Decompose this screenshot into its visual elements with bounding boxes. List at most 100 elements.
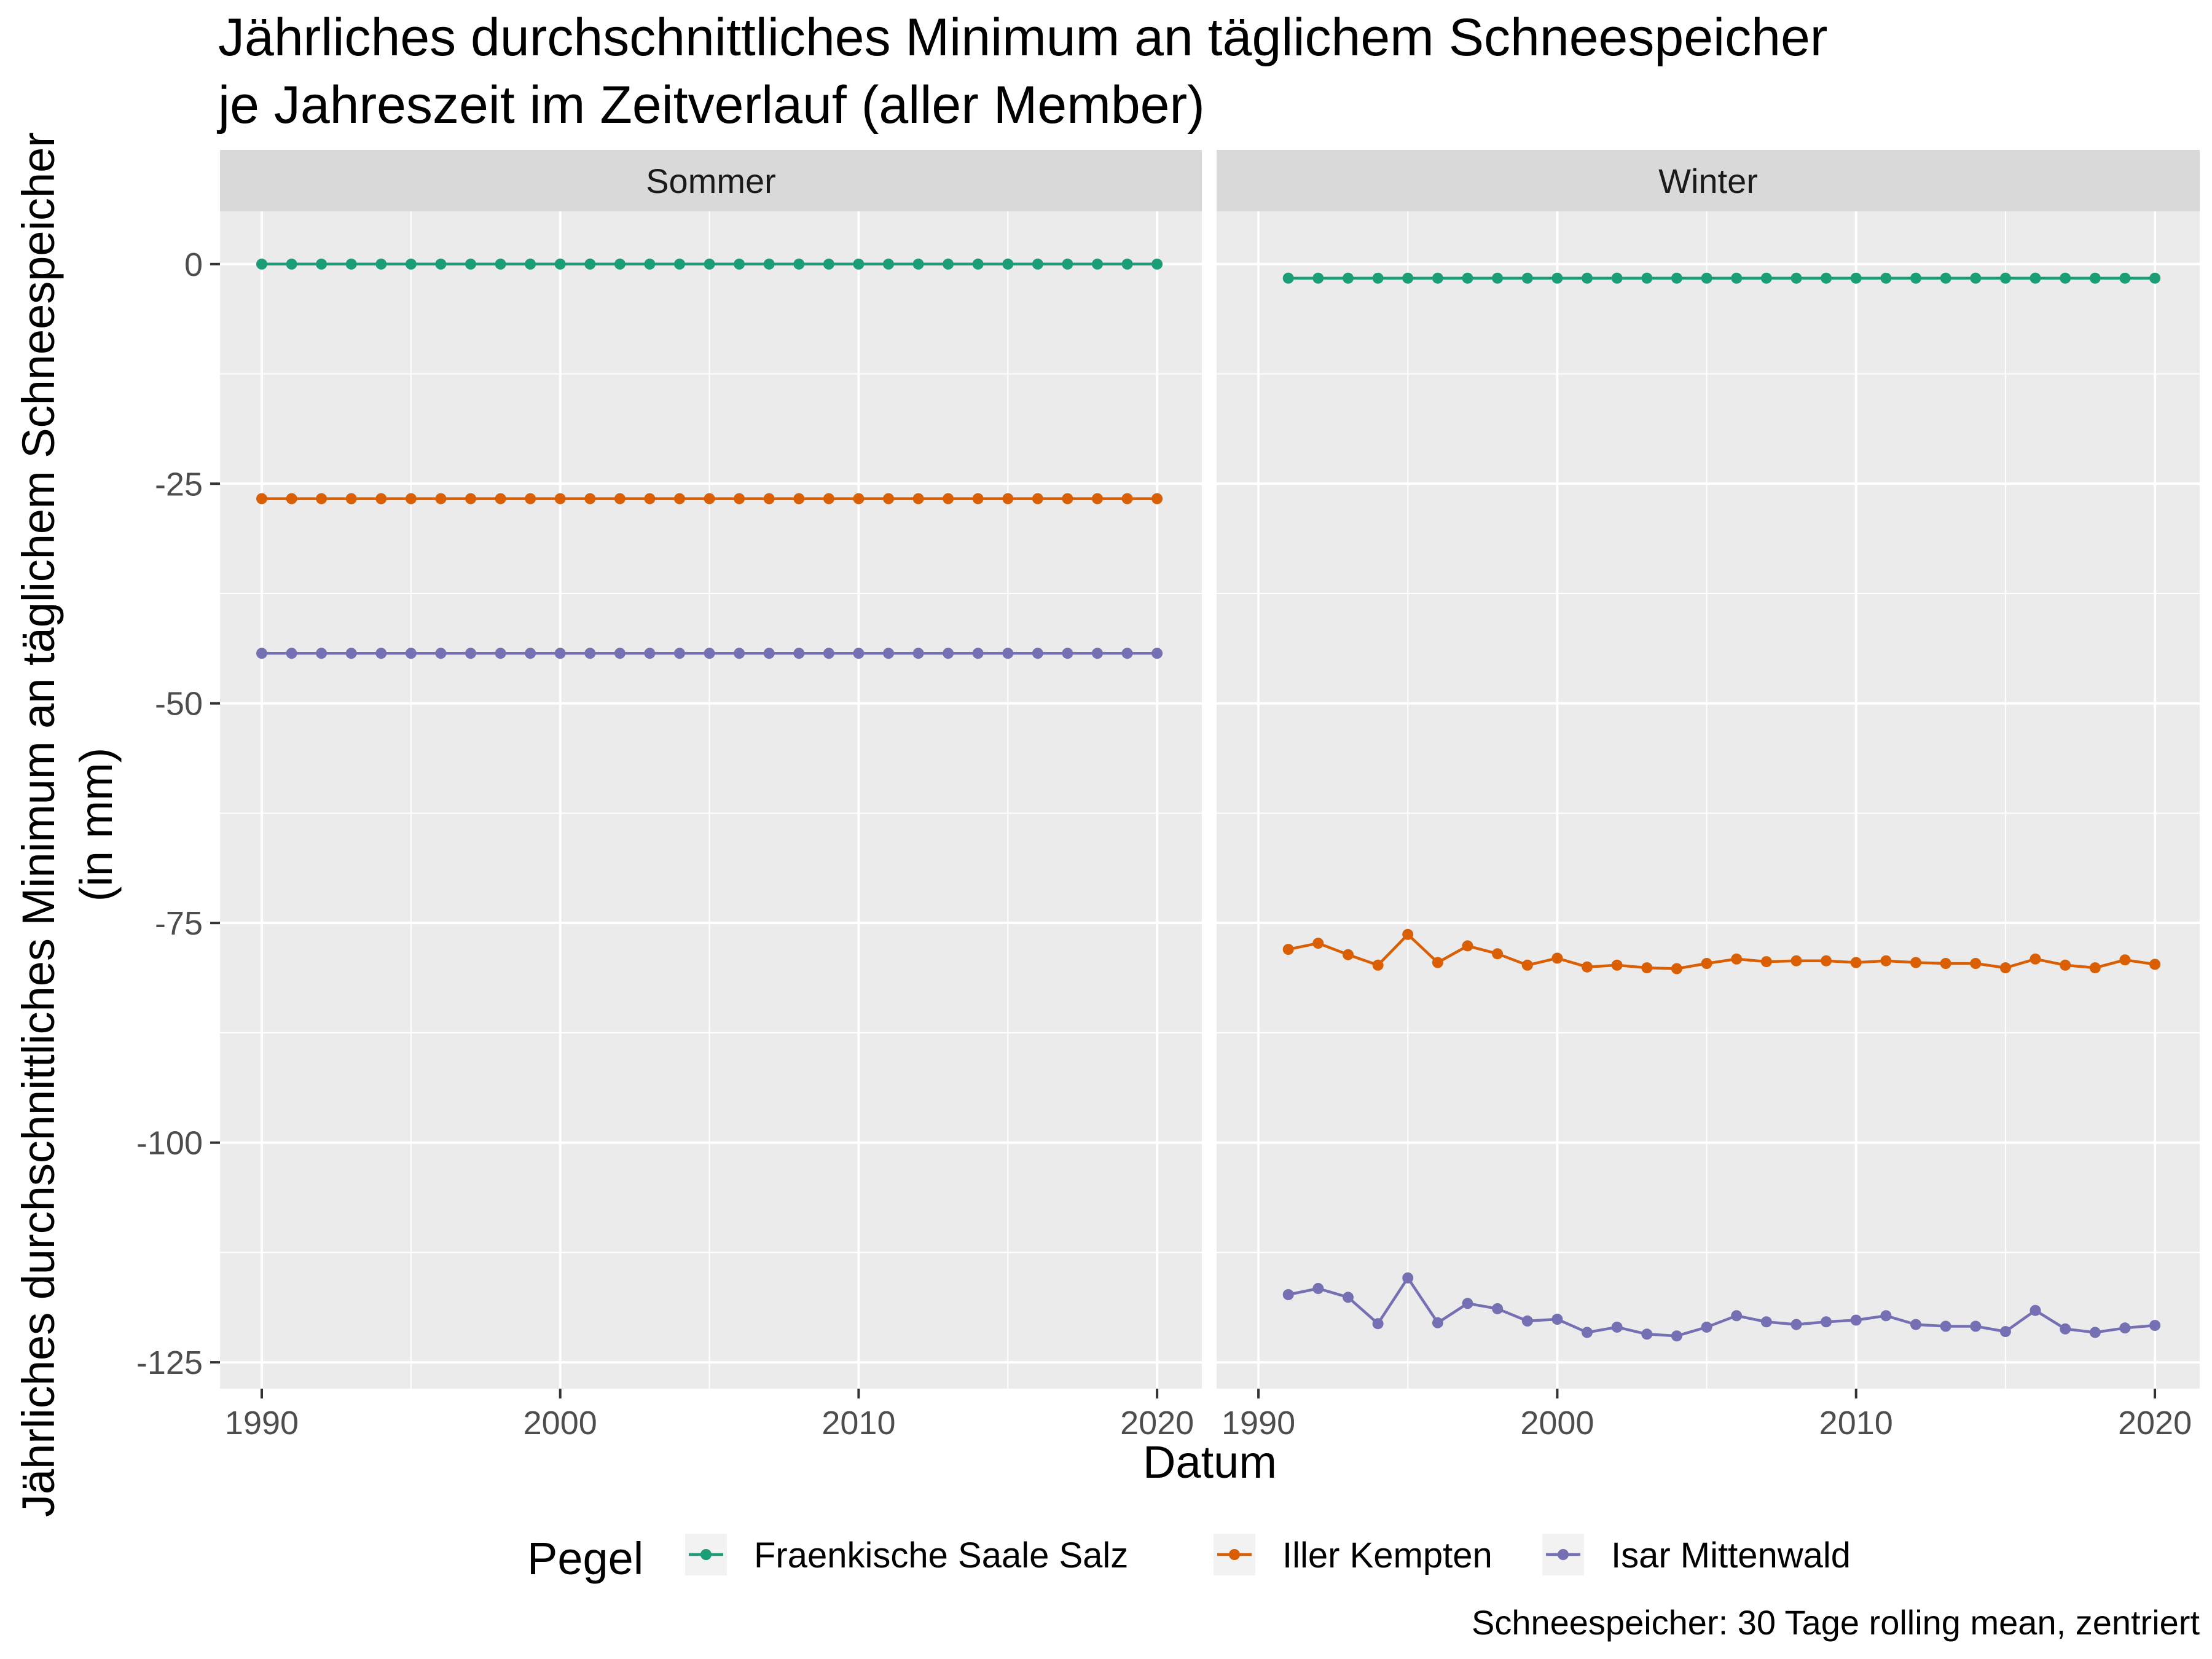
y-tick-label: 0 <box>184 246 203 283</box>
data-point-isar-mittenwald-sommer <box>525 648 536 659</box>
data-point-fraenkische-saale-salz-winter <box>1641 272 1653 284</box>
data-point-isar-mittenwald-winter <box>1372 1318 1384 1330</box>
data-point-iller-kempten-sommer <box>345 493 357 504</box>
data-point-fraenkische-saale-salz-sommer <box>286 258 297 270</box>
data-point-fraenkische-saale-salz-sommer <box>584 258 596 270</box>
data-point-iller-kempten-winter <box>1760 956 1772 968</box>
data-point-isar-mittenwald-winter <box>1611 1321 1623 1333</box>
data-point-fraenkische-saale-salz-winter <box>1821 272 1832 284</box>
data-point-fraenkische-saale-salz-winter <box>1970 272 1982 284</box>
x-tick-label-sommer: 2020 <box>1120 1405 1194 1441</box>
data-point-fraenkische-saale-salz-winter <box>1850 272 1862 284</box>
data-point-iller-kempten-winter <box>1671 963 1682 975</box>
data-point-fraenkische-saale-salz-sommer <box>912 258 924 270</box>
data-point-fraenkische-saale-salz-winter <box>1611 272 1623 284</box>
data-point-isar-mittenwald-sommer <box>793 648 805 659</box>
facet-strip-label-sommer: Sommer <box>646 162 776 200</box>
y-tick-label: -75 <box>155 905 203 942</box>
panel-winter: Winter 1990 2000 2010 2020 <box>1217 150 2200 1441</box>
data-point-isar-mittenwald-sommer <box>554 648 566 659</box>
data-point-isar-mittenwald-sommer <box>853 648 865 659</box>
data-point-isar-mittenwald-winter <box>2149 1320 2161 1332</box>
data-point-isar-mittenwald-winter <box>2119 1322 2131 1334</box>
data-point-isar-mittenwald-sommer <box>495 648 506 659</box>
data-point-fraenkische-saale-salz-sommer <box>943 258 954 270</box>
data-point-isar-mittenwald-winter <box>1641 1328 1653 1340</box>
data-point-isar-mittenwald-sommer <box>1092 648 1103 659</box>
data-point-iller-kempten-winter <box>1821 955 1832 967</box>
data-point-iller-kempten-sommer <box>465 493 476 504</box>
data-point-isar-mittenwald-winter <box>2060 1323 2071 1335</box>
data-point-fraenkische-saale-salz-sommer <box>495 258 506 270</box>
facet-strip-sommer <box>220 150 1202 211</box>
data-point-iller-kempten-sommer <box>823 493 834 504</box>
data-point-fraenkische-saale-salz-winter <box>1462 272 1473 284</box>
data-point-fraenkische-saale-salz-winter <box>1582 272 1593 284</box>
data-point-fraenkische-saale-salz-sommer <box>793 258 805 270</box>
data-point-fraenkische-saale-salz-sommer <box>1062 258 1073 270</box>
data-point-isar-mittenwald-sommer <box>316 648 327 659</box>
data-point-fraenkische-saale-salz-winter <box>1432 272 1443 284</box>
data-point-iller-kempten-winter <box>1521 959 1533 971</box>
data-point-iller-kempten-sommer <box>1002 493 1014 504</box>
data-point-isar-mittenwald-winter <box>1462 1298 1473 1309</box>
data-point-iller-kempten-sommer <box>584 493 596 504</box>
data-point-iller-kempten-winter <box>1940 958 1951 969</box>
data-point-isar-mittenwald-winter <box>1970 1320 1982 1332</box>
data-point-fraenkische-saale-salz-sommer <box>1151 258 1163 270</box>
data-point-iller-kempten-sommer <box>554 493 566 504</box>
y-axis-title-line-2: (in mm) <box>71 748 122 902</box>
data-point-iller-kempten-sommer <box>912 493 924 504</box>
data-point-isar-mittenwald-winter <box>1760 1316 1772 1328</box>
data-point-iller-kempten-winter <box>1970 958 1982 969</box>
data-point-iller-kempten-sommer <box>614 493 626 504</box>
data-point-iller-kempten-winter <box>1462 940 1473 952</box>
y-tick-label: -100 <box>136 1125 203 1162</box>
legend-key-point-isar-mittenwald <box>1558 1549 1569 1560</box>
data-point-isar-mittenwald-sommer <box>763 648 775 659</box>
legend-label-isar-mittenwald: Isar Mittenwald <box>1611 1535 1851 1575</box>
data-point-isar-mittenwald-sommer <box>972 648 984 659</box>
data-point-isar-mittenwald-sommer <box>375 648 387 659</box>
data-point-isar-mittenwald-winter <box>1402 1272 1414 1284</box>
chart-title-line-1: Jährliches durchschnittliches Minimum an… <box>218 8 1827 67</box>
data-point-iller-kempten-winter <box>1582 961 1593 973</box>
data-point-fraenkische-saale-salz-sommer <box>734 258 745 270</box>
data-point-fraenkische-saale-salz-sommer <box>853 258 865 270</box>
data-point-isar-mittenwald-sommer <box>943 648 954 659</box>
data-point-iller-kempten-winter <box>2089 962 2101 974</box>
data-point-isar-mittenwald-sommer <box>465 648 476 659</box>
data-point-iller-kempten-sommer <box>495 493 506 504</box>
series-isar-mittenwald-sommer <box>256 648 1163 659</box>
data-point-isar-mittenwald-winter <box>1671 1330 1682 1342</box>
data-point-iller-kempten-sommer <box>943 493 954 504</box>
data-point-isar-mittenwald-sommer <box>1151 648 1163 659</box>
data-point-iller-kempten-winter <box>1641 962 1653 974</box>
data-point-iller-kempten-winter <box>2030 953 2041 965</box>
y-tick-label: -25 <box>155 466 203 503</box>
data-point-isar-mittenwald-winter <box>1910 1319 1921 1330</box>
x-tick-label-sommer: 1990 <box>225 1405 299 1441</box>
data-point-isar-mittenwald-sommer <box>286 648 297 659</box>
data-point-fraenkische-saale-salz-winter <box>1312 272 1324 284</box>
data-point-iller-kempten-sommer <box>1062 493 1073 504</box>
data-point-iller-kempten-sommer <box>1151 493 1163 504</box>
data-point-fraenkische-saale-salz-sommer <box>465 258 476 270</box>
data-point-iller-kempten-winter <box>1492 948 1504 960</box>
data-point-iller-kempten-sommer <box>1121 493 1133 504</box>
data-point-isar-mittenwald-sommer <box>1002 648 1014 659</box>
data-point-isar-mittenwald-sommer <box>883 648 894 659</box>
data-point-iller-kempten-sommer <box>793 493 805 504</box>
y-tick-label: -125 <box>136 1344 203 1381</box>
series-fraenkische-saale-salz-winter <box>1282 272 2161 284</box>
data-point-fraenkische-saale-salz-sommer <box>644 258 656 270</box>
panel-sommer: Sommer 1990 2000 2010 2020 0 -25 -50 -75 -100 -125 <box>136 150 1202 1441</box>
data-point-fraenkische-saale-salz-winter <box>1282 272 1294 284</box>
data-point-fraenkische-saale-salz-winter <box>1760 272 1772 284</box>
data-point-fraenkische-saale-salz-winter <box>1790 272 1802 284</box>
data-point-iller-kempten-sommer <box>525 493 536 504</box>
x-tick-label-sommer: 2010 <box>822 1405 895 1441</box>
data-point-iller-kempten-winter <box>1343 949 1354 960</box>
data-point-isar-mittenwald-sommer <box>734 648 745 659</box>
data-point-iller-kempten-winter <box>1372 959 1384 971</box>
